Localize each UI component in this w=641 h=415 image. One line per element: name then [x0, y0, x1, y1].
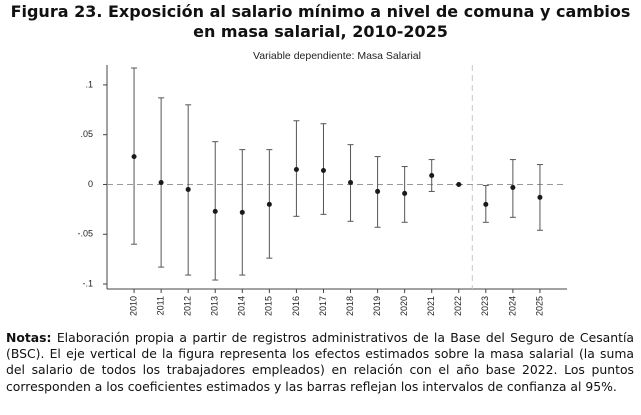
- x-tick-label: 2013: [210, 296, 220, 316]
- notes-text: Elaboración propia a partir de registros…: [6, 330, 634, 394]
- y-tick-label: 0: [88, 179, 93, 189]
- x-tick-label: 2014: [237, 296, 247, 316]
- x-tick-label: 2012: [183, 296, 193, 316]
- x-tick-label: 2017: [318, 296, 328, 316]
- y-tick-label: .05: [80, 129, 93, 139]
- y-tick-label: -.05: [77, 229, 93, 239]
- x-tick-label: 2021: [426, 296, 436, 316]
- point: [266, 201, 272, 207]
- x-tick-label: 2023: [480, 296, 490, 316]
- x-tick-label: 2010: [128, 296, 138, 316]
- point: [348, 179, 354, 185]
- notes: Notas: Elaboración propia a partir de re…: [6, 330, 634, 395]
- x-tick-label: 2011: [155, 296, 165, 315]
- point: [375, 188, 381, 194]
- x-tick-label: 2020: [399, 296, 409, 316]
- point: [483, 201, 489, 207]
- y-tick-label: .1: [85, 79, 93, 89]
- point: [293, 167, 299, 173]
- point: [185, 186, 191, 192]
- point: [239, 209, 245, 215]
- point: [212, 208, 218, 214]
- x-tick-label: 2019: [372, 296, 382, 316]
- x-tick-label: 2015: [264, 296, 274, 316]
- point: [429, 173, 435, 179]
- point: [320, 168, 326, 174]
- x-tick-label: 2024: [507, 296, 517, 316]
- x-tick-label: 2016: [291, 296, 301, 316]
- chart-title: Figura 23. Exposición al salario mínimo …: [10, 2, 631, 41]
- y-tick-label: -.1: [82, 278, 93, 288]
- point: [402, 190, 408, 196]
- x-tick-label: 2025: [534, 296, 544, 316]
- point: [456, 181, 462, 187]
- x-tick-label: 2022: [453, 296, 463, 316]
- chart: Variable dependiente: Masa Salarial -.1 -…: [77, 50, 567, 316]
- notes-label: Notas:: [6, 330, 52, 345]
- x-tick-label: 2018: [345, 296, 355, 316]
- point: [510, 184, 516, 190]
- point: [158, 179, 164, 185]
- chart-subtitle: Variable dependiente: Masa Salarial: [253, 50, 421, 62]
- point: [537, 194, 543, 200]
- point: [131, 154, 137, 160]
